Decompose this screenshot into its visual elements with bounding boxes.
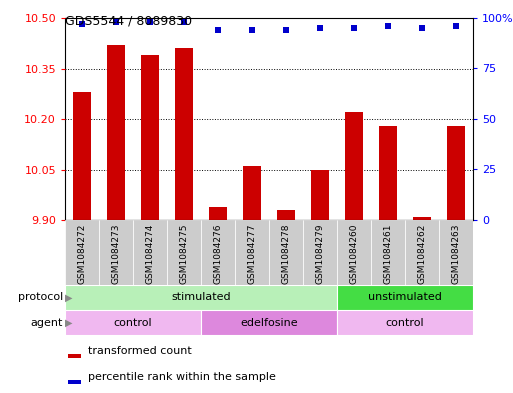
Bar bbox=[269, 220, 303, 285]
Text: GSM1084275: GSM1084275 bbox=[180, 223, 188, 284]
Text: GSM1084277: GSM1084277 bbox=[247, 223, 256, 284]
Text: GDS5544 / 8089830: GDS5544 / 8089830 bbox=[65, 14, 192, 27]
Bar bbox=[73, 92, 91, 220]
Text: control: control bbox=[114, 318, 152, 327]
Bar bbox=[447, 126, 465, 220]
Text: edelfosine: edelfosine bbox=[240, 318, 298, 327]
Text: GSM1084273: GSM1084273 bbox=[111, 223, 121, 284]
Bar bbox=[65, 285, 337, 310]
Bar bbox=[201, 310, 337, 335]
Bar bbox=[65, 310, 201, 335]
Text: control: control bbox=[386, 318, 424, 327]
Bar bbox=[439, 220, 473, 285]
Text: GSM1084263: GSM1084263 bbox=[451, 223, 461, 284]
Bar bbox=[107, 45, 125, 220]
Point bbox=[78, 21, 86, 27]
Bar bbox=[345, 112, 363, 220]
Point bbox=[350, 25, 358, 31]
Bar bbox=[277, 210, 295, 220]
Bar bbox=[133, 220, 167, 285]
Bar bbox=[243, 166, 261, 220]
Bar bbox=[99, 220, 133, 285]
Point bbox=[384, 23, 392, 29]
Text: GSM1084260: GSM1084260 bbox=[349, 223, 359, 284]
Text: transformed count: transformed count bbox=[88, 346, 191, 356]
Point bbox=[418, 25, 426, 31]
Text: GSM1084278: GSM1084278 bbox=[282, 223, 290, 284]
Text: protocol: protocol bbox=[18, 292, 63, 303]
Bar bbox=[65, 220, 99, 285]
Bar bbox=[405, 220, 439, 285]
Text: stimulated: stimulated bbox=[171, 292, 231, 303]
Text: GSM1084276: GSM1084276 bbox=[213, 223, 223, 284]
Text: agent: agent bbox=[31, 318, 63, 327]
Text: GSM1084262: GSM1084262 bbox=[418, 223, 426, 284]
Text: GSM1084272: GSM1084272 bbox=[77, 223, 87, 284]
Bar bbox=[68, 380, 81, 384]
Bar bbox=[412, 217, 431, 220]
Bar bbox=[311, 169, 329, 220]
Text: ▶: ▶ bbox=[65, 318, 72, 327]
Bar bbox=[337, 285, 473, 310]
Point bbox=[282, 27, 290, 33]
Point bbox=[180, 19, 188, 25]
Bar bbox=[371, 220, 405, 285]
Bar bbox=[379, 126, 398, 220]
Bar bbox=[337, 310, 473, 335]
Bar bbox=[235, 220, 269, 285]
Text: GSM1084279: GSM1084279 bbox=[315, 223, 325, 284]
Text: GSM1084274: GSM1084274 bbox=[146, 223, 154, 284]
Bar bbox=[68, 354, 81, 358]
Bar bbox=[141, 55, 160, 220]
Point bbox=[112, 19, 120, 25]
Text: ▶: ▶ bbox=[65, 292, 72, 303]
Point bbox=[316, 25, 324, 31]
Point bbox=[146, 19, 154, 25]
Text: GSM1084261: GSM1084261 bbox=[384, 223, 392, 284]
Point bbox=[452, 23, 460, 29]
Bar bbox=[303, 220, 337, 285]
Bar bbox=[167, 220, 201, 285]
Bar bbox=[209, 207, 227, 220]
Point bbox=[214, 27, 222, 33]
Text: unstimulated: unstimulated bbox=[368, 292, 442, 303]
Bar bbox=[174, 48, 193, 220]
Bar bbox=[337, 220, 371, 285]
Text: percentile rank within the sample: percentile rank within the sample bbox=[88, 372, 275, 382]
Bar bbox=[201, 220, 235, 285]
Point bbox=[248, 27, 256, 33]
